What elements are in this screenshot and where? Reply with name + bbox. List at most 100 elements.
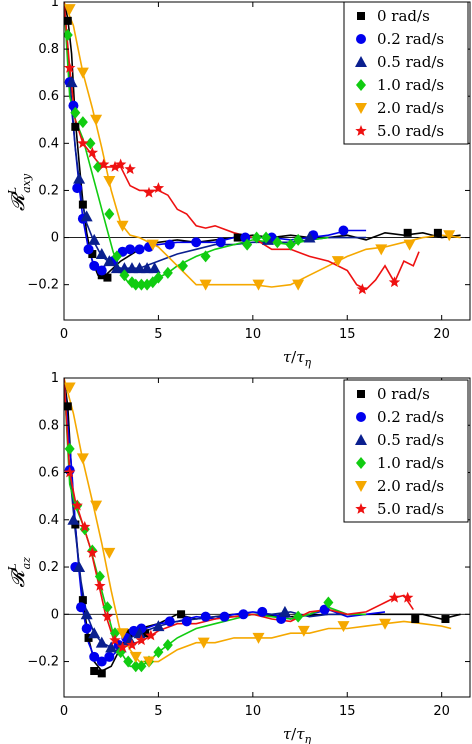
bottom-x-tick-label: 0 (60, 704, 68, 719)
top-legend-entry: 2.0 rad/s (377, 99, 444, 117)
top-data-point (125, 262, 138, 274)
bottom-legend-entry: 2.0 rad/s (377, 477, 444, 495)
bottom-legend-box (343, 379, 469, 523)
bottom-data-point (164, 616, 175, 627)
bottom-data-point (105, 641, 118, 653)
bottom-data-point (379, 618, 392, 630)
top-data-point (403, 239, 416, 251)
top-data-point (285, 238, 296, 251)
top-data-point (293, 233, 304, 246)
top-legend-entry: 1.0 rad/s (377, 76, 444, 94)
top-data-point (88, 233, 101, 245)
bottom-data-point (104, 651, 115, 662)
top-data-point (136, 278, 147, 291)
top-data-point (118, 262, 131, 274)
bottom-data-point (67, 513, 80, 525)
top-data-point (103, 176, 116, 188)
bottom-data-point (126, 639, 138, 650)
bottom-y-tick-label: 0.2 (38, 560, 59, 575)
top-data-point (141, 262, 154, 274)
top-data-point (261, 231, 272, 244)
top-data-point (143, 186, 155, 198)
bottom-legend-marker (356, 457, 366, 469)
top-data-point (356, 283, 369, 295)
top-data-point (76, 67, 89, 79)
bottom-data-point (145, 629, 157, 641)
bottom-data-point (162, 639, 173, 652)
bottom-data-point (124, 629, 133, 638)
top-panel-chart: 0 5 10 15 20 −0.2 0 0.2 0.4 0.6 0.8 1 τ/τη 𝓡Laxy 0 rad… (6, 0, 471, 369)
top-data-point (73, 172, 86, 184)
bottom-legend-marker (355, 434, 367, 445)
bottom-data-point (337, 621, 350, 633)
top-data-point (125, 244, 136, 255)
top-legend-marker (357, 12, 365, 20)
top-data-point (111, 250, 122, 263)
top-x-tick-label: 10 (245, 327, 262, 342)
bottom-data-point (135, 634, 148, 646)
top-data-point (148, 262, 161, 274)
top-y-tick-label: −0.2 (27, 278, 59, 293)
top-data-point (443, 230, 456, 242)
bottom-data-point (252, 632, 265, 644)
top-data-point (164, 239, 175, 250)
bottom-data-point (153, 646, 164, 659)
bottom-data-point (401, 591, 414, 603)
top-data-point (95, 248, 108, 260)
bottom-data-point (116, 628, 129, 640)
bottom-data-point (219, 611, 230, 622)
top-data-point (303, 231, 316, 243)
bottom-y-tick-label: 0.8 (38, 418, 59, 433)
bottom-series-line-4 (64, 378, 452, 663)
top-y-tick-label: 1 (51, 0, 59, 10)
bottom-legend-entry: 5.0 rad/s (377, 500, 444, 518)
top-y-tick-label: 0.6 (38, 89, 59, 104)
bottom-data-point (89, 651, 100, 662)
bottom-data-point (73, 561, 86, 573)
top-data-point (97, 158, 110, 170)
top-data-point (110, 262, 123, 274)
top-data-point (215, 237, 226, 248)
bottom-data-point (103, 547, 116, 559)
top-data-point (64, 4, 76, 16)
top-x-axis-label: τ/τη (283, 348, 312, 369)
top-data-point (64, 61, 76, 73)
top-x-tick-label: 20 (433, 327, 450, 342)
bottom-axes-frame (63, 377, 471, 698)
top-data-point (109, 160, 121, 172)
bottom-plot-area (64, 378, 461, 678)
top-data-point (96, 265, 107, 276)
bottom-data-point (200, 611, 211, 622)
top-y-tick-label: 0.2 (38, 183, 59, 198)
top-data-point (162, 266, 173, 279)
top-data-point (85, 137, 96, 150)
bottom-data-point (136, 660, 147, 673)
bottom-y-tick-label: 1 (51, 371, 59, 386)
bottom-data-point (86, 546, 99, 558)
bottom-data-point (109, 627, 120, 640)
top-data-point (177, 259, 188, 272)
bottom-legend-entry: 0 rad/s (377, 385, 430, 403)
top-data-point (199, 279, 212, 291)
top-legend-marker (355, 103, 367, 114)
top-data-point (130, 278, 141, 291)
bottom-data-point (76, 453, 89, 465)
bottom-x-tick-label: 10 (245, 704, 262, 719)
top-legend-marker (355, 56, 367, 67)
bottom-legend-marker (355, 503, 367, 514)
bottom-legend: 0 rad/s 0.2 rad/s 0.5 rad/s 1.0 rad/s 2.0 ra… (343, 379, 469, 523)
top-data-point (77, 137, 89, 149)
bottom-y-tick-label: −0.2 (27, 655, 59, 670)
bottom-series-line-5 (64, 378, 414, 651)
top-data-point (80, 210, 93, 222)
bottom-legend-marker (357, 390, 365, 398)
top-data-point (72, 183, 83, 194)
top-data-point (103, 273, 112, 282)
bottom-legend-marker (356, 412, 366, 422)
bottom-data-point (95, 636, 108, 648)
top-data-point (119, 269, 130, 282)
bottom-legend-entry: 1.0 rad/s (377, 454, 444, 472)
top-data-point (233, 233, 242, 242)
top-data-point (242, 238, 253, 251)
